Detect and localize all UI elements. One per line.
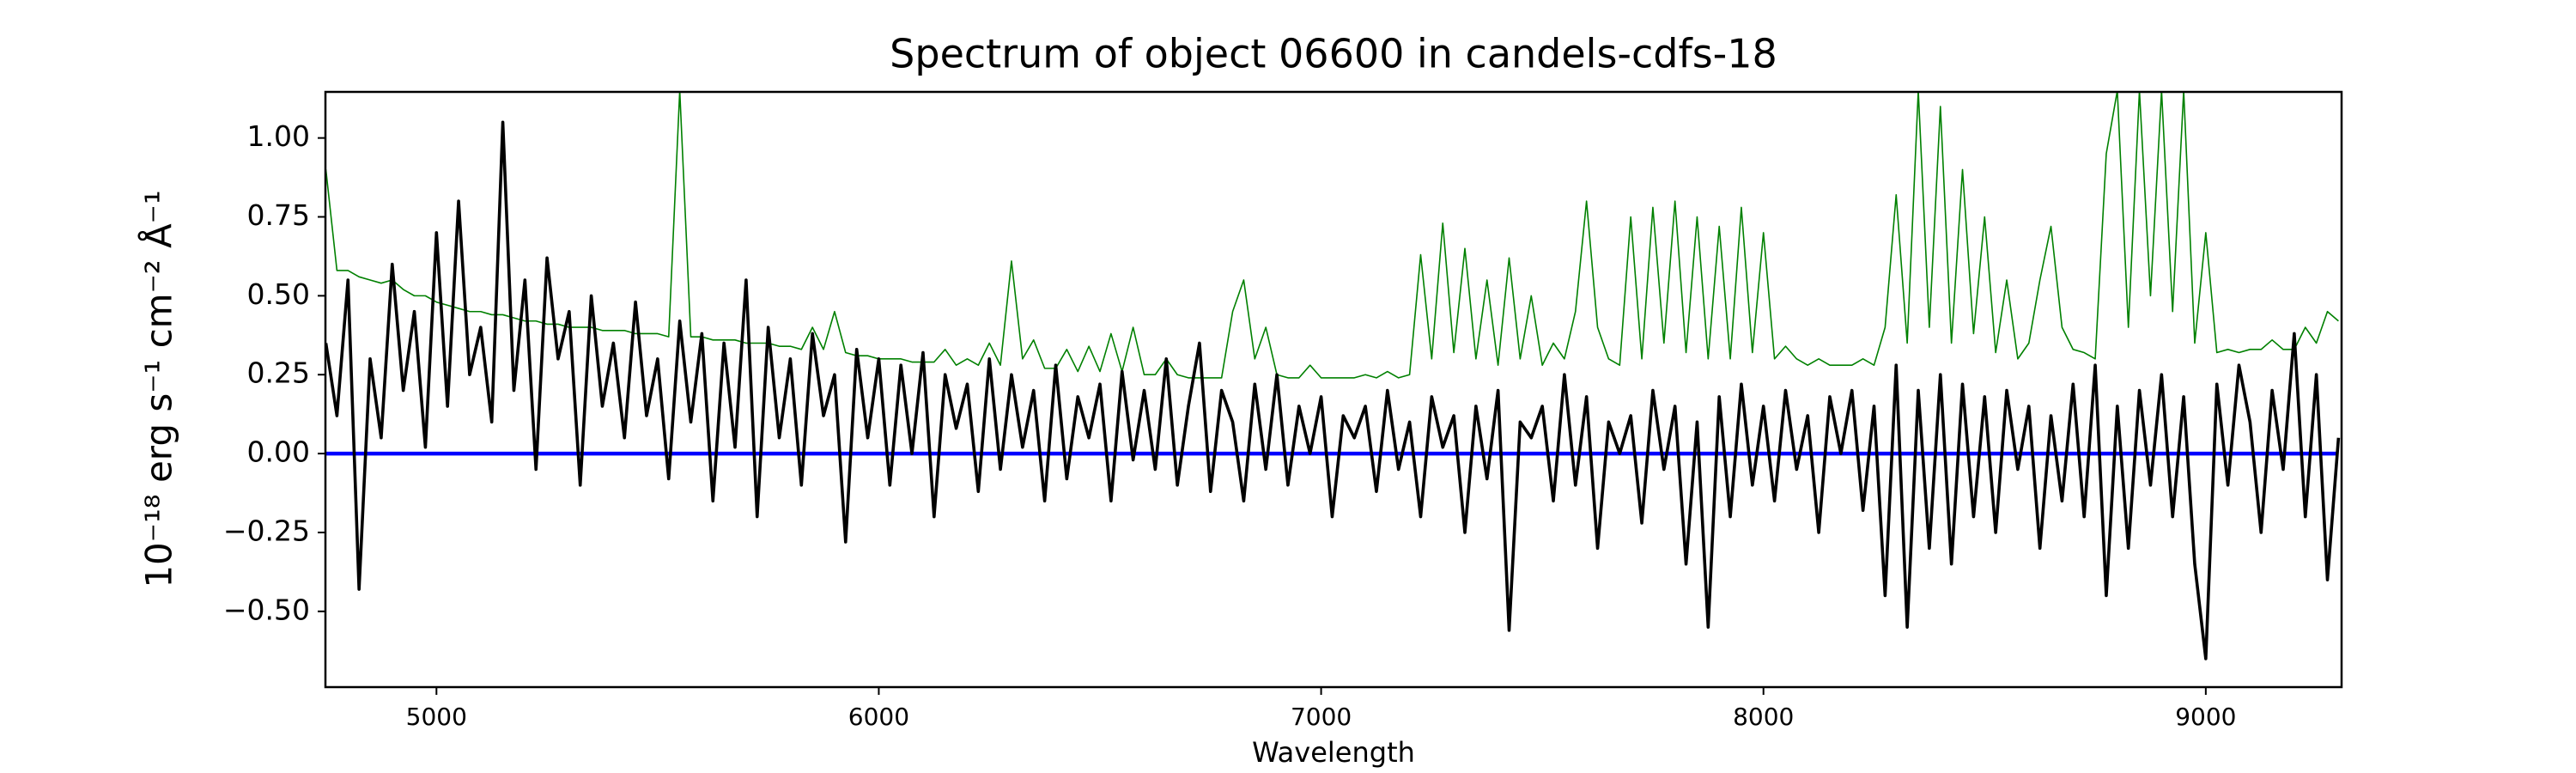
y-tick-label: 0.50 <box>247 277 310 311</box>
plot-area <box>325 92 2341 660</box>
y-tick-label: 0.75 <box>247 198 310 232</box>
spectrum-line <box>325 92 2339 379</box>
x-tick-label: 9000 <box>2175 703 2236 731</box>
x-tick-label: 6000 <box>848 703 909 731</box>
plot-frame <box>324 90 2343 689</box>
spectrum-line <box>325 120 2341 660</box>
y-tick-label: 0.00 <box>247 435 310 469</box>
x-axis-label: Wavelength <box>1252 736 1415 769</box>
y-tick-label: −0.25 <box>223 514 310 547</box>
y-tick-label: 1.00 <box>247 119 310 153</box>
x-tick-label: 5000 <box>406 703 467 731</box>
y-tick-label: 0.25 <box>247 356 310 390</box>
chart-title: Spectrum of object 06600 in candels-cdfs… <box>890 31 1777 77</box>
y-axis-label: 10⁻¹⁸ erg s⁻¹ cm⁻² Å⁻¹ <box>137 190 180 587</box>
y-tick-label: −0.50 <box>223 593 310 626</box>
x-tick-label: 8000 <box>1733 703 1794 731</box>
x-tick-label: 7000 <box>1291 703 1352 731</box>
